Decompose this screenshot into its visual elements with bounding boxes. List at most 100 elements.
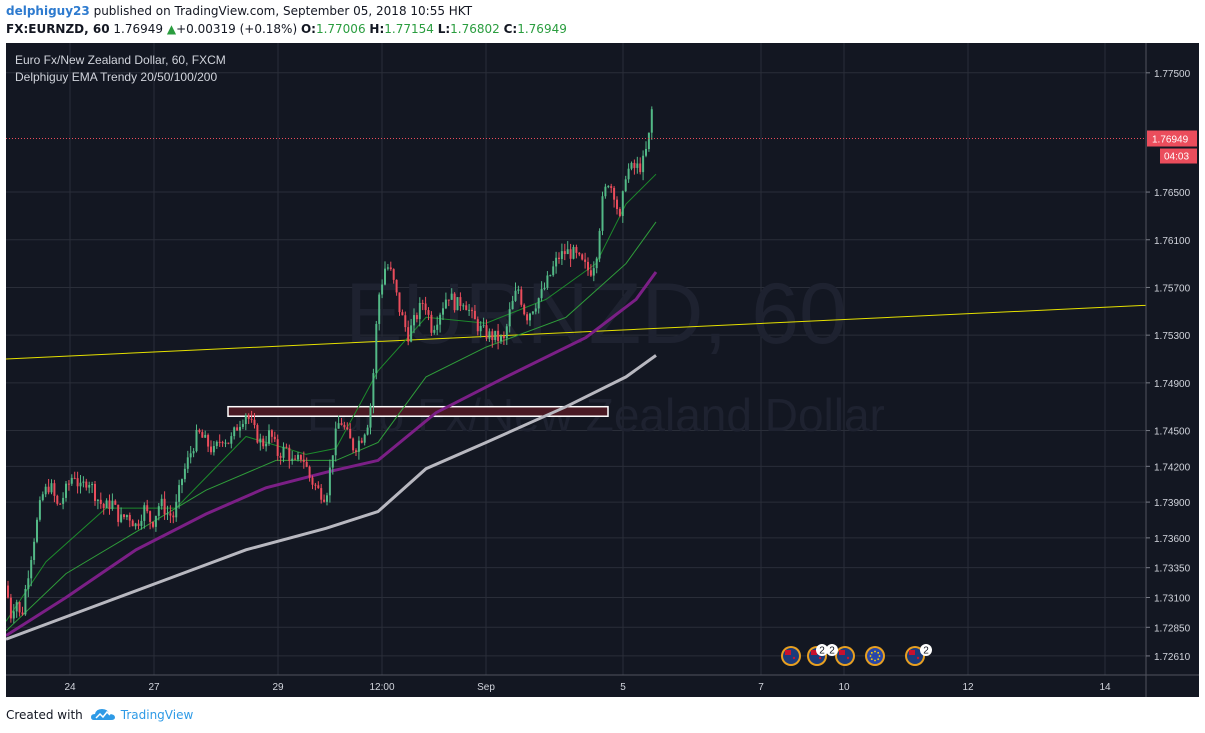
candle-body	[610, 186, 613, 188]
candle-body	[47, 486, 50, 493]
candle-body	[418, 302, 421, 320]
candle-body	[108, 500, 111, 509]
eu-star	[870, 658, 873, 661]
candle-body	[79, 482, 82, 487]
candle-body	[207, 434, 210, 447]
candle-body	[462, 305, 465, 307]
candle-body	[627, 168, 630, 180]
nz-union	[909, 650, 915, 655]
candle-body	[175, 501, 178, 518]
candle-body	[123, 514, 125, 518]
candle-body	[236, 427, 239, 431]
candle-body	[540, 289, 543, 299]
chart-container[interactable]: EURNZD, 60 Euro Fx/New Zealand Dollar Eu…	[6, 43, 1199, 697]
candle-body	[407, 327, 410, 342]
candle-body	[241, 424, 244, 427]
y-tick-label: 1.74200	[1154, 462, 1191, 473]
countdown-value: 04:03	[1164, 152, 1189, 163]
candle-body	[613, 187, 616, 200]
candle-body	[189, 453, 192, 458]
candle-body	[624, 179, 627, 192]
y-tick-label: 1.74900	[1154, 379, 1191, 390]
x-tick-label: 12:00	[369, 682, 394, 693]
candle-body	[497, 330, 500, 342]
candle-body	[157, 506, 160, 516]
nz-star	[846, 656, 850, 660]
candle-body	[607, 186, 610, 188]
candle-body	[299, 454, 302, 460]
candle-body	[598, 230, 601, 259]
candle-body	[152, 521, 154, 527]
candle-body	[384, 268, 386, 285]
change-value: +0.00319 (+0.18%)	[176, 22, 298, 36]
candle-body	[7, 585, 9, 598]
candle-body	[198, 429, 201, 433]
y-tick-label: 1.72610	[1154, 652, 1191, 663]
nz-flag-icon[interactable]	[835, 646, 855, 666]
candle-body	[352, 438, 355, 451]
candle-body	[389, 267, 392, 270]
candle-body	[465, 305, 468, 311]
x-tick-label: Sep	[477, 682, 495, 693]
x-tick-label: 10	[838, 682, 850, 693]
candle-body	[645, 148, 647, 156]
candle-body	[215, 441, 218, 447]
candle-body	[508, 309, 511, 327]
event-badge-count: 2	[923, 646, 929, 657]
candle-body	[305, 461, 308, 467]
candle-body	[94, 484, 96, 501]
candle-body	[430, 314, 433, 333]
candle-body	[471, 309, 473, 311]
y-tick-label: 1.75300	[1154, 331, 1191, 342]
candle-body	[239, 426, 241, 431]
y-tick-label: 1.73600	[1154, 534, 1191, 545]
candle-body	[233, 427, 236, 437]
candle-body	[375, 323, 378, 374]
author-link[interactable]: delphiguy23	[6, 4, 90, 18]
candle-body	[633, 162, 636, 168]
tradingview-cloud-icon	[90, 709, 115, 720]
candle-body	[38, 500, 41, 520]
eu-star	[877, 651, 880, 654]
candle-body	[378, 294, 381, 324]
candle-body	[24, 588, 27, 615]
chart-canvas[interactable]: EURNZD, 60 Euro Fx/New Zealand Dollar Eu…	[6, 43, 1199, 697]
candle-body	[279, 455, 282, 458]
nz-flag-icon[interactable]	[781, 646, 801, 666]
symbol-label: FX:EURNZD, 60	[6, 22, 110, 36]
candle-body	[160, 498, 163, 507]
nz-flag-icon[interactable]	[905, 646, 925, 666]
candle-body	[366, 427, 369, 435]
candle-body	[204, 434, 207, 438]
candle-body	[12, 611, 15, 619]
candle-body	[120, 514, 123, 522]
candle-body	[601, 196, 604, 231]
candle-body	[511, 300, 514, 310]
candle-body	[427, 310, 430, 315]
candle-body	[323, 499, 326, 502]
candle-body	[552, 266, 555, 276]
tradingview-link[interactable]: TradingView	[120, 708, 194, 722]
candle-body	[317, 485, 320, 489]
candle-body	[450, 293, 453, 300]
y-tick-label: 1.75700	[1154, 283, 1191, 294]
candle-body	[21, 612, 24, 615]
footer: Created with TradingView	[6, 708, 193, 722]
candle-body	[604, 186, 607, 197]
candle-body	[618, 209, 621, 217]
candle-body	[357, 440, 360, 452]
candle-body	[630, 162, 633, 169]
candle-body	[143, 505, 146, 521]
y-tick-label: 1.76100	[1154, 236, 1191, 247]
candle-body	[589, 270, 592, 276]
candle-body	[53, 483, 56, 496]
eu-flag-icon[interactable]	[865, 646, 885, 666]
x-tick-label: 14	[1099, 682, 1111, 693]
eu-star	[878, 655, 881, 657]
nz-star	[916, 656, 920, 660]
candle-body	[253, 419, 256, 426]
candle-body	[102, 503, 105, 509]
candle-body	[558, 257, 560, 259]
candle-body	[308, 466, 311, 478]
